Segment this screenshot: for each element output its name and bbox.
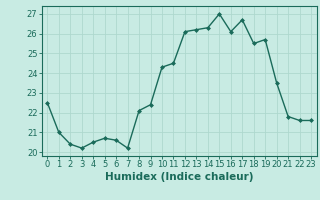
X-axis label: Humidex (Indice chaleur): Humidex (Indice chaleur) bbox=[105, 172, 253, 182]
